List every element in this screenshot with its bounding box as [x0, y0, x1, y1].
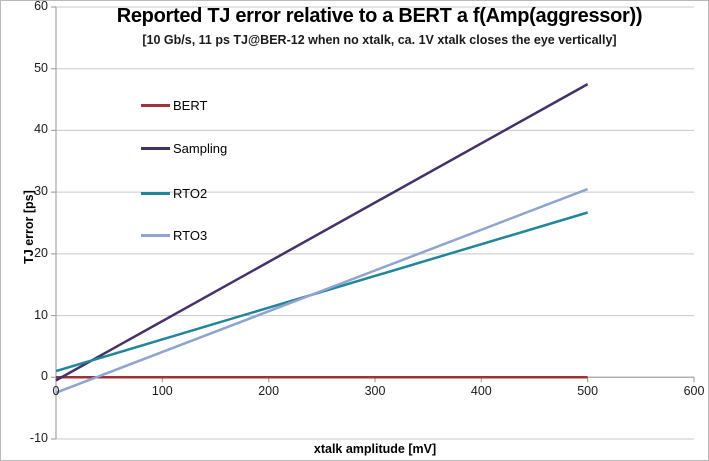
legend-item-rto2: RTO2: [141, 186, 207, 201]
y-tick-label: 40: [34, 122, 48, 137]
y-tick-label: 20: [34, 245, 48, 260]
chart-subtitle: [10 Gb/s, 11 ps TJ@BER-12 when no xtalk,…: [142, 33, 617, 47]
y-tick-label: -10: [29, 431, 48, 445]
y-tick-label: 0: [41, 369, 48, 384]
y-tick-label: 10: [34, 307, 48, 322]
legend-line-swatch-rto3: [141, 234, 170, 237]
series-line-rto3: [55, 187, 589, 394]
legend-line-swatch-rto2: [141, 192, 170, 195]
y-tick-label: 60: [34, 0, 48, 13]
x-axis-title: xtalk amplitude [mV]: [313, 442, 437, 456]
y-tick-label: 50: [34, 60, 48, 75]
legend-label-sampling: Sampling: [173, 141, 228, 156]
x-tick-label: 600: [683, 384, 705, 399]
legend-label-rto2: RTO2: [173, 186, 208, 201]
y-tick-label: 30: [34, 184, 48, 199]
x-tick-label: 200: [258, 384, 280, 399]
x-tick-label: 0: [52, 384, 60, 399]
x-tick-label: 100: [151, 384, 173, 399]
legend-item-rto3: RTO3: [141, 228, 207, 243]
x-tick-label: 500: [577, 384, 599, 399]
legend-item-bert: BERT: [141, 98, 207, 113]
chart-title: Reported TJ error relative to a BERT a f…: [116, 5, 643, 27]
legend-label-bert: BERT: [173, 98, 208, 113]
x-tick-label: 400: [470, 384, 492, 399]
legend-item-sampling: Sampling: [141, 141, 227, 156]
legend-line-swatch-bert: [141, 104, 170, 107]
series-line-sampling: [55, 83, 589, 382]
x-tick-label: 300: [364, 384, 386, 399]
legend-label-rto3: RTO3: [173, 228, 208, 243]
legend-line-swatch-sampling: [141, 147, 170, 150]
